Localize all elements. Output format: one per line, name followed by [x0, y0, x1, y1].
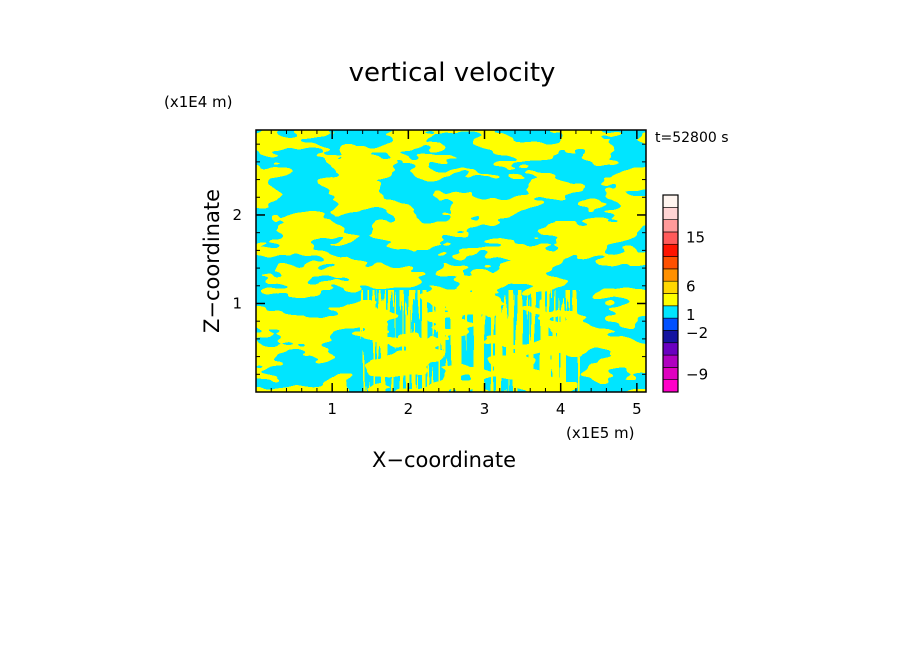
colorbar-band [662, 243, 679, 257]
colorbar-band [662, 207, 679, 220]
chart-title: vertical velocity [348, 58, 556, 88]
time-label: t=52800 s [655, 130, 729, 146]
plot-frame [255, 129, 647, 393]
colorbar-tick-label: −9 [686, 365, 708, 383]
y-tick-label: 2 [232, 206, 242, 224]
colorbar-band [662, 280, 679, 294]
colorbar-band [662, 317, 679, 331]
colorbar-band [662, 231, 679, 245]
colorbar-band [662, 293, 679, 307]
colorbar-band [662, 379, 679, 393]
x-axis-title: X−coordinate [372, 448, 516, 472]
colorbar-tick-label: −2 [686, 324, 708, 342]
colorbar-band [662, 305, 679, 319]
colorbar-band [662, 194, 679, 208]
colorbar-frame [662, 194, 679, 393]
y-tick-label: 1 [232, 294, 242, 312]
x-tick-label: 3 [480, 400, 490, 418]
colorbar: 15 6 1−2 −9 [662, 194, 708, 393]
colorbar-band [662, 330, 679, 344]
velocity-field [256, 130, 646, 392]
colorbar-band [662, 342, 679, 356]
plot-axes: 1 2 3 4 5 1 2 [232, 129, 647, 418]
x-tick-label: 4 [556, 400, 566, 418]
colorbar-band [662, 219, 679, 233]
colorbar-band [662, 268, 679, 282]
colorbar-tick-label: 15 [686, 228, 705, 246]
colorbar-tick-label: 1 [686, 306, 696, 324]
y-axis-scale-label: (x1E4 m) [164, 93, 233, 111]
colorbar-tick-label: 6 [686, 278, 696, 296]
x-tick-label: 2 [404, 400, 414, 418]
colorbar-band [662, 367, 679, 380]
x-axis-scale-label: (x1E5 m) [566, 424, 635, 442]
colorbar-band [662, 256, 679, 270]
x-tick-label: 5 [632, 400, 642, 418]
colorbar-band [662, 354, 679, 368]
x-tick-label: 1 [327, 400, 337, 418]
